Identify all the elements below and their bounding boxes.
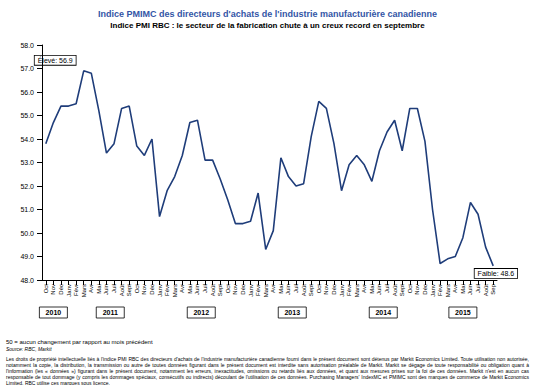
svg-text:2013: 2013 — [284, 309, 300, 316]
svg-text:Févr: Févr — [164, 284, 170, 296]
svg-text:Nov: Nov — [141, 284, 147, 295]
svg-text:Juil: Juil — [384, 284, 390, 293]
svg-text:Avr: Avr — [179, 284, 185, 293]
svg-text:Août: Août — [392, 284, 398, 297]
svg-text:Sept: Sept — [399, 284, 405, 297]
svg-text:Juin: Juin — [194, 284, 200, 295]
svg-text:Oct: Oct — [407, 284, 413, 294]
svg-text:Févr: Févr — [437, 284, 443, 296]
svg-text:Mai: Mai — [96, 284, 102, 294]
svg-text:Avr: Avr — [270, 284, 276, 293]
svg-text:Juin: Juin — [376, 284, 382, 295]
svg-text:Déc: Déc — [422, 284, 428, 295]
svg-text:Indice PMIMC des directeurs d': Indice PMIMC des directeurs d'achats de … — [98, 9, 437, 19]
svg-text:Juil: Juil — [111, 284, 117, 293]
svg-text:Août: Août — [119, 284, 125, 297]
svg-text:Juin: Juin — [103, 284, 109, 295]
svg-text:Mars: Mars — [445, 284, 451, 297]
svg-text:Oct: Oct — [134, 284, 140, 294]
svg-text:Déc: Déc — [331, 284, 337, 295]
svg-text:Août: Août — [210, 284, 216, 297]
svg-text:Oct: Oct — [43, 284, 49, 294]
svg-text:2010: 2010 — [46, 309, 62, 316]
svg-text:Mars: Mars — [172, 284, 178, 297]
svg-text:Déc: Déc — [240, 284, 246, 295]
svg-text:Élevé: 56.9: Élevé: 56.9 — [37, 56, 73, 64]
html-text:Source: RBC, Markit: Source: RBC, Markit — [6, 346, 52, 352]
svg-text:58.0: 58.0 — [20, 42, 34, 49]
svg-text:Nov: Nov — [232, 284, 238, 295]
svg-text:Mars: Mars — [354, 284, 360, 297]
svg-text:Juin: Juin — [285, 284, 291, 295]
svg-text:Oct: Oct — [316, 284, 322, 294]
svg-text:57.0: 57.0 — [20, 65, 34, 72]
svg-text:53.0: 53.0 — [20, 159, 34, 166]
svg-text:Nov: Nov — [323, 284, 329, 295]
svg-text:Oct: Oct — [225, 284, 231, 294]
svg-text:Juil: Juil — [202, 284, 208, 293]
svg-text:Janv: Janv — [430, 284, 436, 297]
svg-text:Mars: Mars — [263, 284, 269, 297]
html-text:Les droits de propriété intell: Les droits de propriété intellectuelle l… — [6, 356, 529, 385]
svg-text:Avr: Avr — [88, 284, 94, 293]
svg-text:51.0: 51.0 — [20, 206, 34, 213]
svg-text:Nov: Nov — [414, 284, 420, 295]
svg-text:Févr: Févr — [255, 284, 261, 296]
svg-text:Juin: Juin — [467, 284, 473, 295]
svg-text:Janv: Janv — [157, 284, 163, 297]
svg-text:48.0: 48.0 — [20, 277, 34, 284]
svg-text:Déc: Déc — [58, 284, 64, 295]
svg-text:Avr: Avr — [452, 284, 458, 293]
svg-text:2015: 2015 — [455, 309, 471, 316]
svg-text:Indice PMI RBC : le secteur de: Indice PMI RBC : le secteur de la fabric… — [110, 21, 425, 30]
svg-text:2012: 2012 — [193, 309, 209, 316]
svg-text:Août: Août — [301, 284, 307, 297]
svg-text:50.0: 50.0 — [20, 230, 34, 237]
svg-text:Mai: Mai — [369, 284, 375, 294]
svg-text:2014: 2014 — [375, 309, 391, 316]
svg-text:Févr: Févr — [73, 284, 79, 296]
svg-text:Nov: Nov — [50, 284, 56, 295]
svg-text:Juil: Juil — [475, 284, 481, 293]
svg-text:Avr: Avr — [361, 284, 367, 293]
svg-text:Sep: Sep — [490, 283, 496, 294]
svg-text:Déc: Déc — [149, 284, 155, 295]
svg-text:Janv: Janv — [339, 284, 345, 297]
svg-text:Janv: Janv — [248, 284, 254, 297]
svg-text:52.0: 52.0 — [20, 183, 34, 190]
svg-text:Août: Août — [483, 284, 489, 297]
svg-text:54.0: 54.0 — [20, 136, 34, 143]
svg-text:Janv: Janv — [66, 284, 72, 297]
svg-text:56.0: 56.0 — [20, 89, 34, 96]
svg-text:Juil: Juil — [293, 284, 299, 293]
html-text:50 = aucun changement par rapp: 50 = aucun changement par rapport au moi… — [6, 339, 153, 345]
svg-text:Mars: Mars — [81, 284, 87, 297]
svg-text:Faible: 48.6: Faible: 48.6 — [478, 270, 515, 277]
svg-text:Mai: Mai — [187, 284, 193, 294]
svg-text:49.0: 49.0 — [20, 253, 34, 260]
svg-text:55.0: 55.0 — [20, 112, 34, 119]
svg-text:Sept: Sept — [126, 284, 132, 297]
svg-text:Sept: Sept — [308, 284, 314, 297]
svg-text:Mai: Mai — [278, 284, 284, 294]
svg-text:2011: 2011 — [103, 309, 118, 316]
svg-text:Févr: Févr — [346, 284, 352, 296]
svg-text:Mai: Mai — [460, 284, 466, 294]
svg-text:Sept: Sept — [217, 284, 223, 297]
